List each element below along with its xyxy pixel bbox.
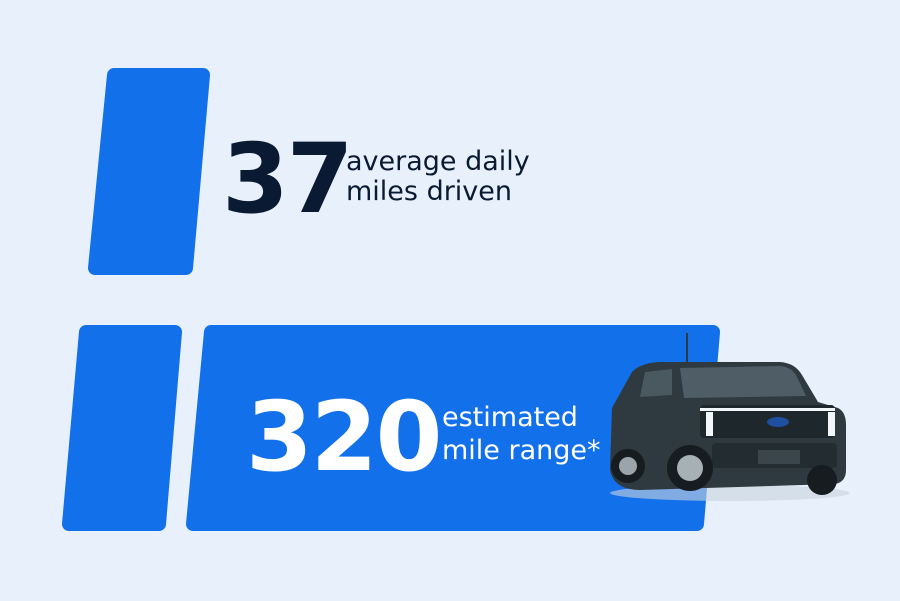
bottom-large-bar [186, 325, 720, 531]
stat-number: 320 [246, 381, 440, 493]
blue-shapes [62, 68, 720, 531]
stat-label: mile range* [442, 435, 601, 466]
bottom-small-bar [62, 325, 182, 531]
top-bar [88, 68, 210, 275]
stat-label: estimated [442, 402, 578, 433]
stat-number: 37 [222, 123, 352, 235]
truck-image [610, 333, 850, 501]
stat-label: miles driven [346, 176, 512, 207]
stat-label: average daily [346, 146, 530, 177]
